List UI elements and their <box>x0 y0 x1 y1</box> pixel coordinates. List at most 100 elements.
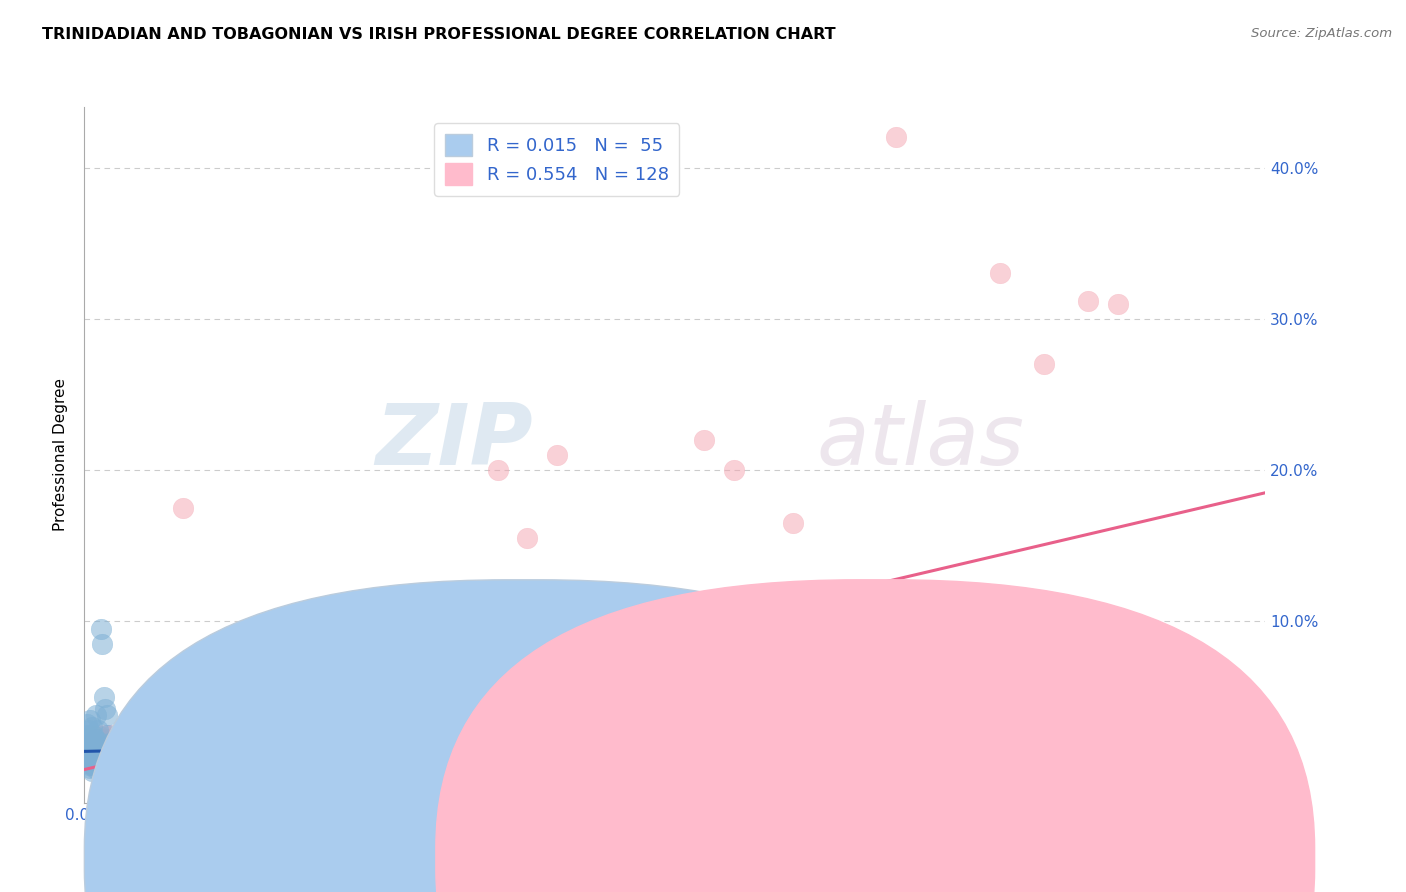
Point <box>100 754 122 768</box>
Point <box>94 728 117 742</box>
Point <box>98 743 121 757</box>
Point <box>200 728 222 742</box>
Point <box>80 754 103 768</box>
Point <box>89 735 111 749</box>
Point <box>84 754 107 768</box>
Point <box>332 728 354 742</box>
Point <box>224 667 246 681</box>
Point <box>105 732 128 747</box>
Point <box>104 743 127 757</box>
Point <box>870 599 893 614</box>
Point <box>198 678 221 692</box>
Point <box>101 735 124 749</box>
Point <box>77 723 100 738</box>
Point <box>77 754 100 768</box>
Point <box>181 682 204 697</box>
Point <box>277 713 299 727</box>
Point <box>86 747 108 762</box>
Point <box>82 758 104 772</box>
Point <box>80 764 103 778</box>
Point <box>91 732 114 747</box>
Point <box>188 728 211 742</box>
Legend: R = 0.015   N =  55, R = 0.554   N = 128: R = 0.015 N = 55, R = 0.554 N = 128 <box>434 123 679 196</box>
Point <box>188 682 211 697</box>
Point <box>841 615 863 629</box>
Point <box>250 672 273 686</box>
Point <box>184 674 207 689</box>
Point <box>191 698 214 712</box>
Point <box>302 708 325 723</box>
Text: TRINIDADIAN AND TOBAGONIAN VS IRISH PROFESSIONAL DEGREE CORRELATION CHART: TRINIDADIAN AND TOBAGONIAN VS IRISH PROF… <box>42 27 835 42</box>
Point <box>93 739 115 753</box>
Point <box>103 758 125 772</box>
Point <box>129 735 152 749</box>
Point <box>118 758 141 772</box>
Point <box>139 743 162 757</box>
Point <box>148 720 170 734</box>
Point <box>226 720 249 734</box>
Point <box>150 728 173 742</box>
Point <box>169 750 191 764</box>
Point <box>76 754 98 768</box>
Point <box>243 687 266 701</box>
Point <box>257 693 280 707</box>
Text: atlas: atlas <box>817 400 1025 483</box>
Point <box>79 735 101 749</box>
Point <box>143 732 166 747</box>
Point <box>693 433 716 447</box>
Point <box>214 732 236 747</box>
Point <box>239 723 262 738</box>
Point <box>83 732 105 747</box>
Point <box>309 698 332 712</box>
Point <box>93 758 115 772</box>
Point <box>91 637 114 651</box>
Point <box>247 713 270 727</box>
Point <box>125 743 148 757</box>
Point <box>205 708 228 723</box>
Point <box>221 713 243 727</box>
Point <box>93 690 115 704</box>
Point <box>1107 296 1129 310</box>
Text: Trinidadians and Tobagonians: Trinidadians and Tobagonians <box>548 851 773 865</box>
Point <box>82 728 104 742</box>
Point <box>323 708 347 723</box>
Point <box>79 713 101 727</box>
Point <box>84 739 107 753</box>
Text: ZIP: ZIP <box>375 400 533 483</box>
Point <box>77 758 100 772</box>
Point <box>89 754 111 768</box>
Point <box>321 674 343 689</box>
Point <box>155 750 177 764</box>
Point <box>143 754 166 768</box>
Point <box>129 758 152 772</box>
Point <box>201 678 224 692</box>
Point <box>162 728 184 742</box>
Point <box>236 678 259 692</box>
Point <box>172 500 194 515</box>
Point <box>988 267 1011 281</box>
Point <box>264 667 288 681</box>
Point <box>229 682 252 697</box>
Point <box>546 448 568 462</box>
Point <box>86 728 108 742</box>
Point <box>129 754 152 768</box>
Point <box>94 702 117 716</box>
Point <box>96 735 118 749</box>
Point <box>86 743 108 757</box>
Point <box>262 728 284 742</box>
Point <box>84 708 107 723</box>
Point <box>139 743 162 757</box>
Point <box>177 693 200 707</box>
Point <box>782 516 804 530</box>
Point <box>232 708 254 723</box>
Point <box>101 754 124 768</box>
Point <box>121 732 143 747</box>
Point <box>114 747 136 762</box>
Point <box>166 739 188 753</box>
Point <box>83 732 105 747</box>
Point <box>187 739 209 753</box>
Y-axis label: Professional Degree: Professional Degree <box>53 378 69 532</box>
Point <box>152 747 174 762</box>
Point <box>79 728 101 742</box>
Point <box>97 758 120 772</box>
